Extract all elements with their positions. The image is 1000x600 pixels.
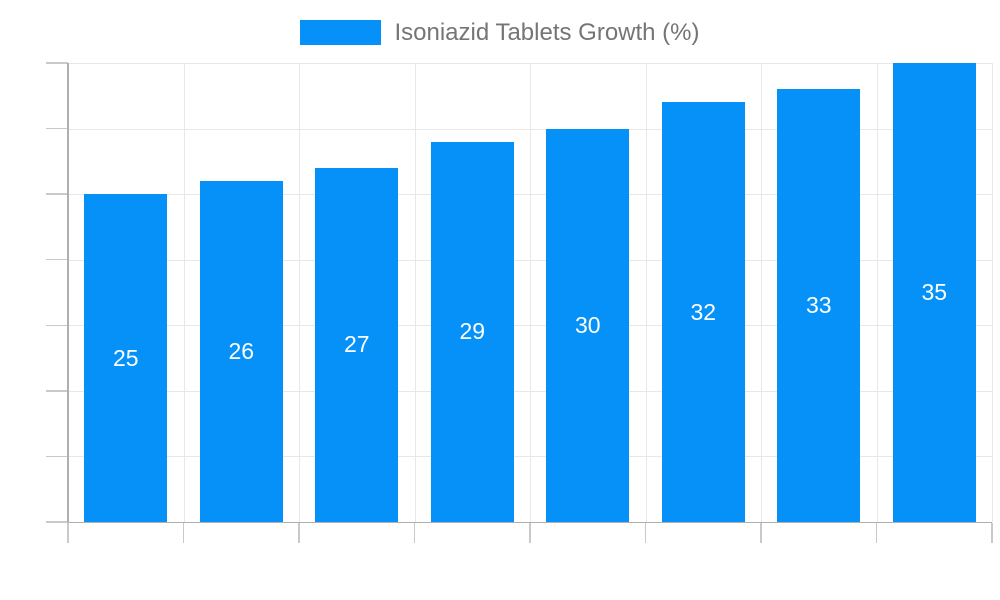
legend[interactable]: Isoniazid Tablets Growth (%) — [0, 20, 1000, 45]
x-axis-tick — [182, 523, 185, 543]
gridline-vertical — [645, 63, 647, 522]
x-axis-label — [816, 544, 936, 578]
x-axis-tick — [991, 523, 993, 543]
gridline-vertical — [992, 63, 993, 522]
bar: 26 — [199, 181, 283, 522]
x-axis-label — [354, 544, 474, 578]
x-axis-tick — [298, 523, 300, 543]
bar: 29 — [430, 141, 514, 522]
bar: 33 — [777, 89, 861, 522]
gridline-vertical — [876, 63, 878, 522]
bar: 30 — [546, 128, 630, 522]
y-axis-tick — [46, 390, 68, 392]
gridline-vertical — [761, 63, 762, 522]
x-axis-label — [585, 544, 705, 578]
x-axis-tick — [529, 523, 531, 543]
x-axis-label — [123, 544, 243, 578]
bar: 35 — [892, 63, 976, 522]
x-axis-line — [68, 521, 992, 523]
y-axis-tick — [46, 62, 68, 64]
bar-value-label: 26 — [228, 338, 255, 364]
y-axis-tick — [46, 127, 68, 130]
bar-value-label: 30 — [574, 311, 601, 338]
x-axis-tick — [644, 523, 647, 543]
x-axis-label — [239, 544, 359, 578]
gridline-vertical — [530, 63, 531, 522]
x-axis-label — [8, 544, 128, 578]
bar-value-label: 32 — [690, 298, 717, 325]
y-axis-tick — [46, 193, 68, 195]
bar: 32 — [661, 102, 745, 522]
bar-value-label: 27 — [343, 331, 370, 358]
x-axis-tick — [67, 523, 69, 543]
legend-swatch — [300, 20, 382, 45]
y-axis-tick — [46, 258, 68, 261]
gridline-vertical — [183, 63, 185, 522]
bar-value-label: 25 — [112, 344, 139, 371]
bar-value-label: 29 — [459, 318, 486, 345]
x-axis-label — [470, 544, 590, 578]
y-axis-tick — [46, 521, 68, 523]
y-axis-line — [67, 63, 69, 522]
y-axis-tick — [46, 455, 68, 458]
gridline-vertical — [414, 63, 416, 522]
x-axis-tick — [413, 523, 416, 543]
x-axis-label — [701, 544, 821, 578]
x-axis-tick — [875, 523, 878, 543]
bar-value-label: 35 — [921, 279, 948, 305]
bar-value-label: 33 — [805, 292, 832, 319]
gridline-vertical — [299, 63, 300, 522]
legend-label: Isoniazid Tablets Growth (%) — [394, 19, 700, 46]
bar: 27 — [315, 167, 399, 522]
x-axis-tick — [760, 523, 762, 543]
y-axis-tick — [46, 324, 68, 327]
bar: 25 — [84, 194, 168, 522]
